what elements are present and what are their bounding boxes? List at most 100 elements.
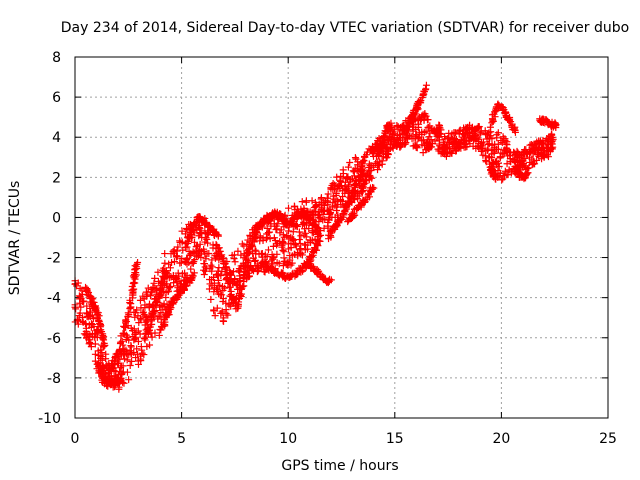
data-point (79, 298, 87, 306)
y-tick-label: 8 (52, 50, 61, 66)
data-point (140, 351, 148, 359)
data-point (266, 228, 274, 236)
data-point (503, 171, 511, 179)
data-point (101, 341, 109, 349)
data-point (334, 185, 342, 193)
data-point (183, 254, 191, 262)
data-point (161, 250, 169, 258)
data-point (507, 118, 515, 126)
data-point (230, 295, 238, 303)
data-point (298, 198, 306, 206)
data-point (333, 173, 341, 181)
data-point (167, 283, 175, 291)
data-point (292, 242, 300, 250)
y-tick-label: 4 (52, 130, 61, 146)
data-point (451, 129, 459, 137)
data-point (315, 211, 323, 219)
data-point (482, 158, 490, 166)
data-point (361, 152, 369, 160)
data-point (242, 268, 250, 276)
data-point (293, 223, 301, 231)
data-point (214, 232, 222, 240)
data-point (213, 285, 221, 293)
data-point (366, 172, 374, 180)
data-point (317, 206, 325, 214)
data-point (310, 263, 318, 271)
data-point (496, 154, 504, 162)
data-point (359, 158, 367, 166)
data-point (431, 137, 439, 145)
data-point (302, 241, 310, 249)
data-point (207, 295, 215, 303)
data-point (324, 201, 332, 209)
data-point (297, 232, 305, 240)
data-point (162, 294, 170, 302)
data-point (323, 194, 331, 202)
data-point (313, 223, 321, 231)
data-point (287, 261, 295, 269)
data-point (173, 252, 181, 260)
data-point (234, 247, 242, 255)
data-point (293, 271, 301, 279)
data-point (273, 225, 281, 233)
data-point (334, 200, 342, 208)
data-point (455, 127, 463, 135)
data-point (324, 190, 332, 198)
data-point (329, 186, 337, 194)
data-point (488, 135, 496, 143)
data-point (412, 134, 420, 142)
data-point (215, 276, 223, 284)
data-point (121, 323, 129, 331)
data-point (359, 183, 367, 191)
data-point (187, 265, 195, 273)
data-point (174, 243, 182, 251)
data-point (100, 364, 108, 372)
data-point (429, 127, 437, 135)
data-point (182, 282, 190, 290)
data-point (155, 331, 163, 339)
data-point (116, 355, 124, 363)
data-point (195, 232, 203, 240)
data-point (475, 144, 483, 152)
data-point (202, 218, 210, 226)
data-point (219, 295, 227, 303)
data-point (359, 166, 367, 174)
data-point (161, 259, 169, 267)
data-point (279, 246, 287, 254)
data-point (273, 259, 281, 267)
data-point (273, 250, 281, 258)
data-point (291, 241, 299, 249)
data-point (161, 270, 169, 278)
data-point (194, 252, 202, 260)
data-point (494, 140, 502, 148)
data-point (208, 256, 216, 264)
data-point (98, 356, 106, 364)
data-point (498, 176, 506, 184)
data-point (438, 148, 446, 156)
data-point (111, 381, 119, 389)
data-point (344, 163, 352, 171)
data-point (346, 158, 354, 166)
data-point (137, 316, 145, 324)
data-point (505, 117, 513, 125)
data-point (131, 313, 139, 321)
data-point (164, 287, 172, 295)
data-point (386, 124, 394, 132)
data-point (329, 203, 337, 211)
data-point (368, 162, 376, 170)
data-point (355, 192, 363, 200)
data-point (176, 280, 184, 288)
data-point (399, 121, 407, 129)
data-point (258, 250, 266, 258)
data-point (396, 143, 404, 151)
data-point (219, 282, 227, 290)
data-point (200, 248, 208, 256)
x-tick-label: 10 (279, 431, 297, 447)
data-point (131, 308, 139, 316)
data-point (329, 179, 337, 187)
data-point (150, 279, 158, 287)
data-point (514, 163, 522, 171)
data-point (417, 97, 425, 105)
data-point (404, 131, 412, 139)
data-point (403, 127, 411, 135)
